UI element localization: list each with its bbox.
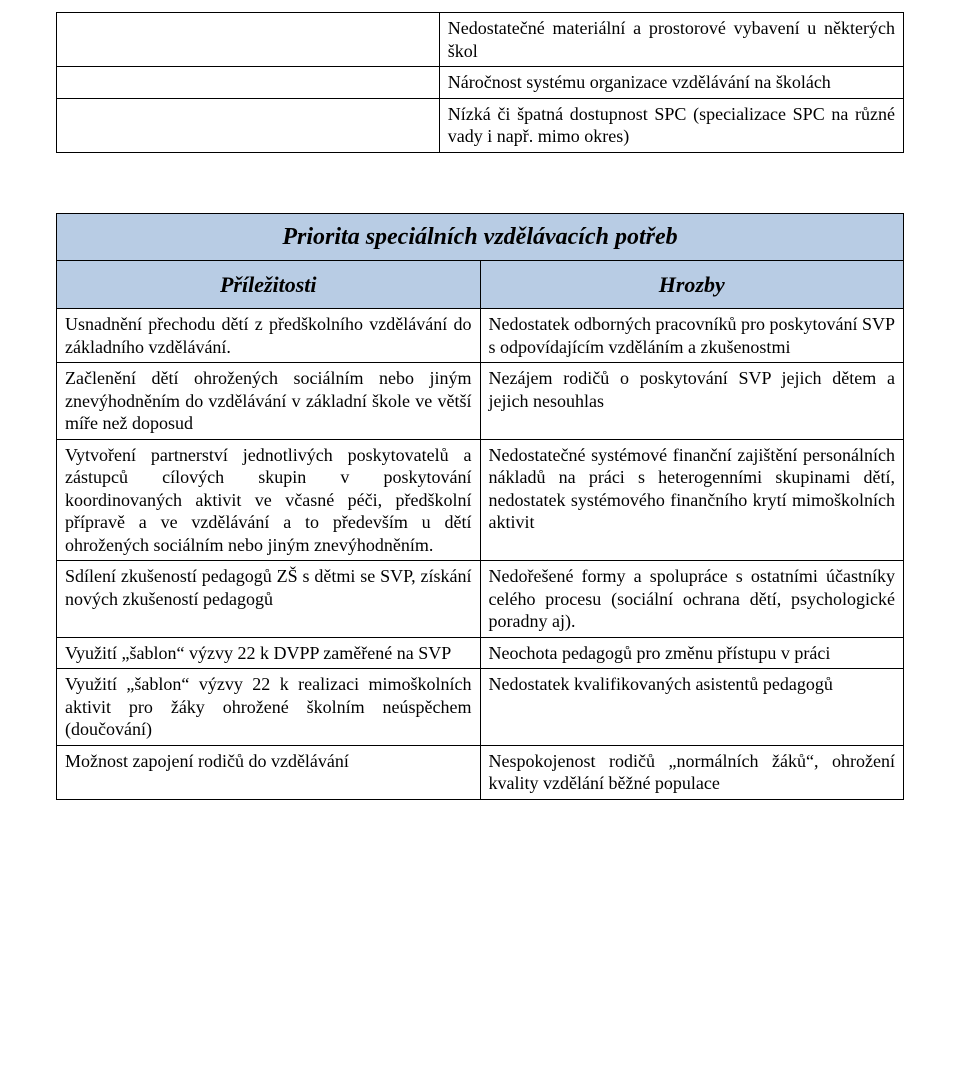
table-row: Náročnost systému organizace vzdělávání …	[57, 67, 904, 99]
swot-right-4: Neochota pedagogů pro změnu přístupu v p…	[480, 637, 904, 669]
top-cell-right-1: Náročnost systému organizace vzdělávání …	[439, 67, 903, 99]
swot-left-3: Sdílení zkušeností pedagogů ZŠ s dětmi s…	[57, 561, 481, 638]
swot-left-6: Možnost zapojení rodičů do vzdělávání	[57, 745, 481, 799]
spacer	[56, 153, 904, 213]
swot-subhead-row: Příležitosti Hrozby	[57, 260, 904, 309]
top-cell-left-2	[57, 98, 440, 152]
swot-right-5: Nedostatek kvalifikovaných asistentů ped…	[480, 669, 904, 746]
table-row: Využití „šablon“ výzvy 22 k realizaci mi…	[57, 669, 904, 746]
table-row: Nedostatečné materiální a prostorové vyb…	[57, 13, 904, 67]
table-row: Usnadnění přechodu dětí z předškolního v…	[57, 309, 904, 363]
swot-left-5: Využití „šablon“ výzvy 22 k realizaci mi…	[57, 669, 481, 746]
swot-right-0: Nedostatek odborných pracovníků pro posk…	[480, 309, 904, 363]
top-cell-left-0	[57, 13, 440, 67]
swot-right-6: Nespokojenost rodičů „normálních žáků“, …	[480, 745, 904, 799]
swot-right-3: Nedořešené formy a spolupráce s ostatním…	[480, 561, 904, 638]
swot-table: Priorita speciálních vzdělávacích potřeb…	[56, 213, 904, 800]
swot-left-header: Příležitosti	[57, 260, 481, 309]
swot-title: Priorita speciálních vzdělávacích potřeb	[57, 213, 904, 260]
top-cell-left-1	[57, 67, 440, 99]
top-cell-right-2: Nízká či špatná dostupnost SPC (speciali…	[439, 98, 903, 152]
swot-title-row: Priorita speciálních vzdělávacích potřeb	[57, 213, 904, 260]
swot-left-2: Vytvoření partnerství jednotlivých posky…	[57, 439, 481, 561]
swot-right-2: Nedostatečné systémové finanční zajištěn…	[480, 439, 904, 561]
table-row: Využití „šablon“ výzvy 22 k DVPP zaměřen…	[57, 637, 904, 669]
swot-left-1: Začlenění dětí ohrožených sociálním nebo…	[57, 363, 481, 440]
table-row: Vytvoření partnerství jednotlivých posky…	[57, 439, 904, 561]
swot-left-4: Využití „šablon“ výzvy 22 k DVPP zaměřen…	[57, 637, 481, 669]
page: Nedostatečné materiální a prostorové vyb…	[0, 0, 960, 840]
table-row: Možnost zapojení rodičů do vzdělávání Ne…	[57, 745, 904, 799]
swot-left-0: Usnadnění přechodu dětí z předškolního v…	[57, 309, 481, 363]
table-row: Nízká či špatná dostupnost SPC (speciali…	[57, 98, 904, 152]
top-table: Nedostatečné materiální a prostorové vyb…	[56, 12, 904, 153]
table-row: Začlenění dětí ohrožených sociálním nebo…	[57, 363, 904, 440]
table-row: Sdílení zkušeností pedagogů ZŠ s dětmi s…	[57, 561, 904, 638]
swot-right-header: Hrozby	[480, 260, 904, 309]
top-cell-right-0: Nedostatečné materiální a prostorové vyb…	[439, 13, 903, 67]
swot-right-1: Nezájem rodičů o poskytování SVP jejich …	[480, 363, 904, 440]
